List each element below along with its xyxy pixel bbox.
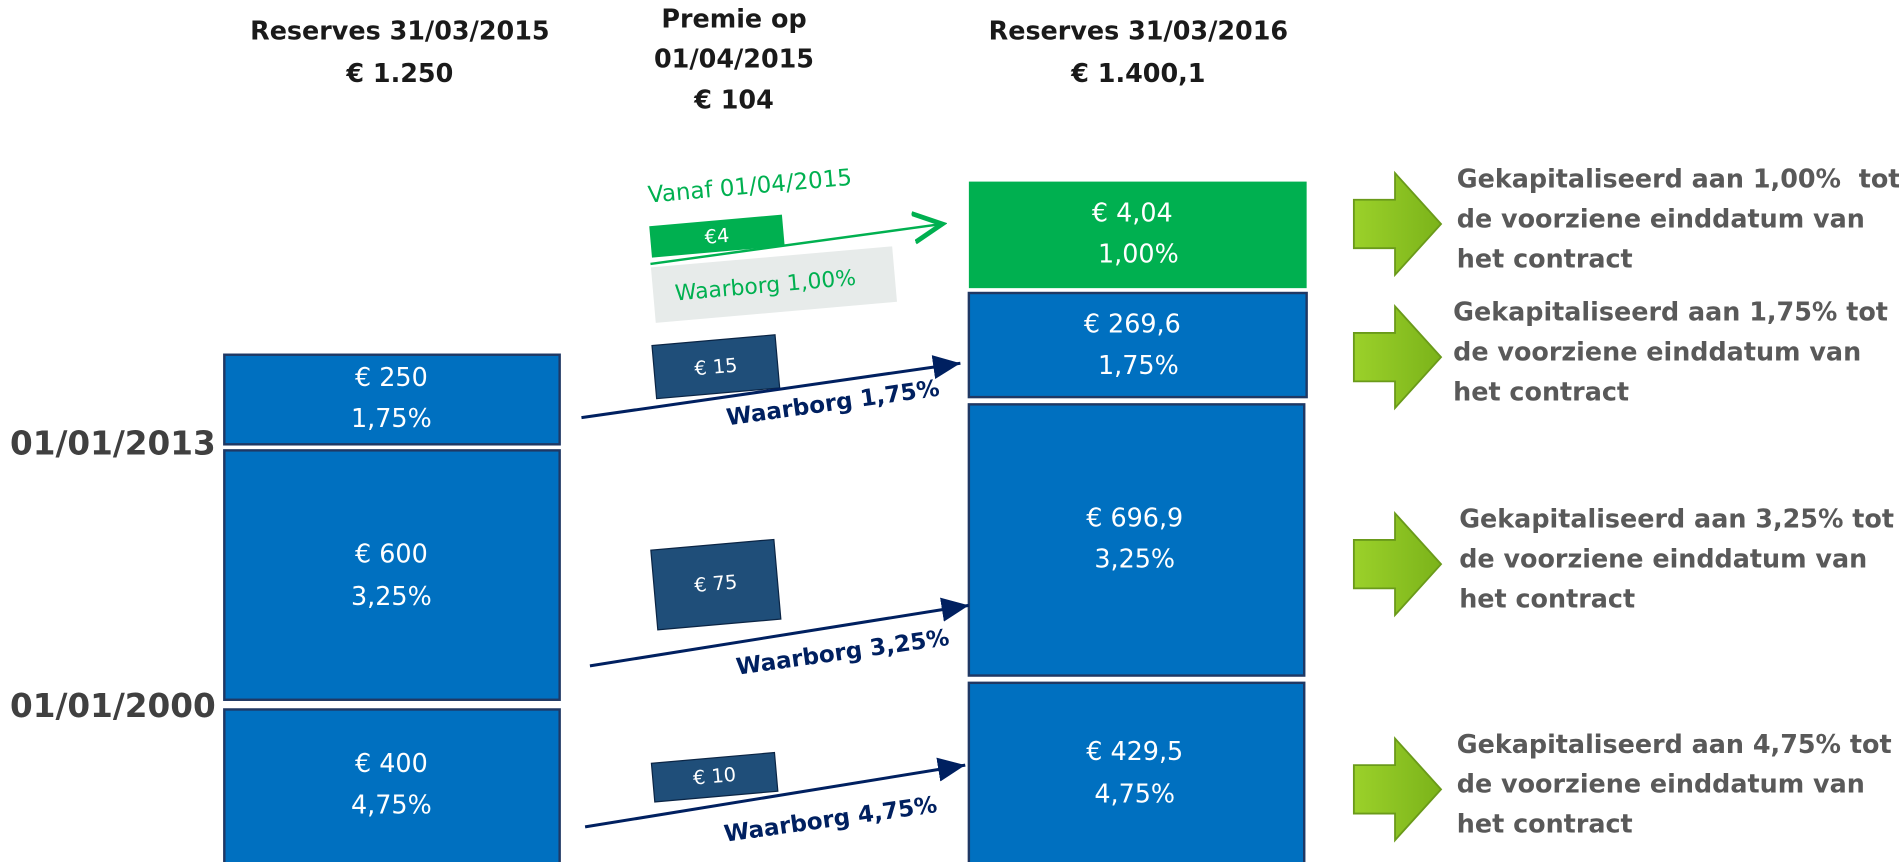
arrow [589,597,970,668]
header: Reserves 31/03/2015 [250,16,549,46]
header: € 104 [693,85,774,115]
note: het contract [1457,809,1633,839]
rate: 1,00% [1098,238,1179,268]
rate: 1,75% [351,403,432,433]
tag-amount: €4 [704,224,731,249]
amount: € 429,5 [1086,736,1183,766]
tag [650,751,779,803]
rate: 3,25% [1094,544,1175,574]
header: € 1.400,1 [1070,58,1205,88]
note: Gekapitaliseerd aan 1,75% tot [1453,297,1888,327]
amount: € 4,04 [1092,197,1173,227]
rate: 4,75% [1094,778,1175,808]
arrow [650,224,942,266]
header: 01/04/2015 [654,44,814,74]
rate: 3,25% [351,581,432,611]
header: € 1.250 [345,58,453,88]
note: het contract [1459,583,1635,613]
rate: 1,75% [1098,350,1179,380]
rate: 4,75% [351,789,432,819]
date: 01/01/2000 [10,687,216,725]
tag-amount: € 10 [692,763,737,790]
box [223,353,561,446]
since-label: Vanaf 01/04/2015 [647,165,853,209]
note: de voorziene einddatum van [1453,337,1861,367]
note: de voorziene einddatum van [1459,544,1867,574]
arrow [581,355,961,420]
note: Gekapitaliseerd aan 3,25% tot [1459,504,1894,534]
green-arrow [1352,736,1443,843]
amount: € 600 [355,539,428,569]
green-arrow [1352,303,1443,411]
note: de voorziene einddatum van [1457,769,1865,799]
arrow [584,757,966,829]
note: de voorziene einddatum van [1457,203,1865,233]
header: Reserves 31/03/2016 [989,16,1288,46]
note: Gekapitaliseerd aan 1,00% tot [1457,163,1899,193]
note: Gekapitaliseerd aan 4,75% tot [1457,729,1892,759]
amount: € 250 [355,362,428,392]
box [223,708,561,862]
tag [650,538,782,631]
amount: € 696,9 [1086,502,1183,532]
box [967,681,1306,862]
box [223,449,561,701]
note: het contract [1453,376,1629,406]
header: Premie op [661,4,806,34]
green-arrow [1352,170,1443,278]
box [967,291,1308,399]
date: 01/01/2013 [10,425,216,463]
box [968,181,1307,289]
amount: € 269,6 [1084,309,1181,339]
green-arrow [1352,510,1443,618]
note: het contract [1457,243,1633,273]
tag [649,214,785,258]
tag-amount: € 15 [693,354,738,381]
amount: € 400 [355,748,428,778]
tag [651,334,781,400]
guarantee: Waarborg 3,25% [735,625,951,681]
tag-amount: € 75 [693,570,738,597]
box [967,403,1306,677]
guarantee-box: Waarborg 1,00% [650,246,897,323]
